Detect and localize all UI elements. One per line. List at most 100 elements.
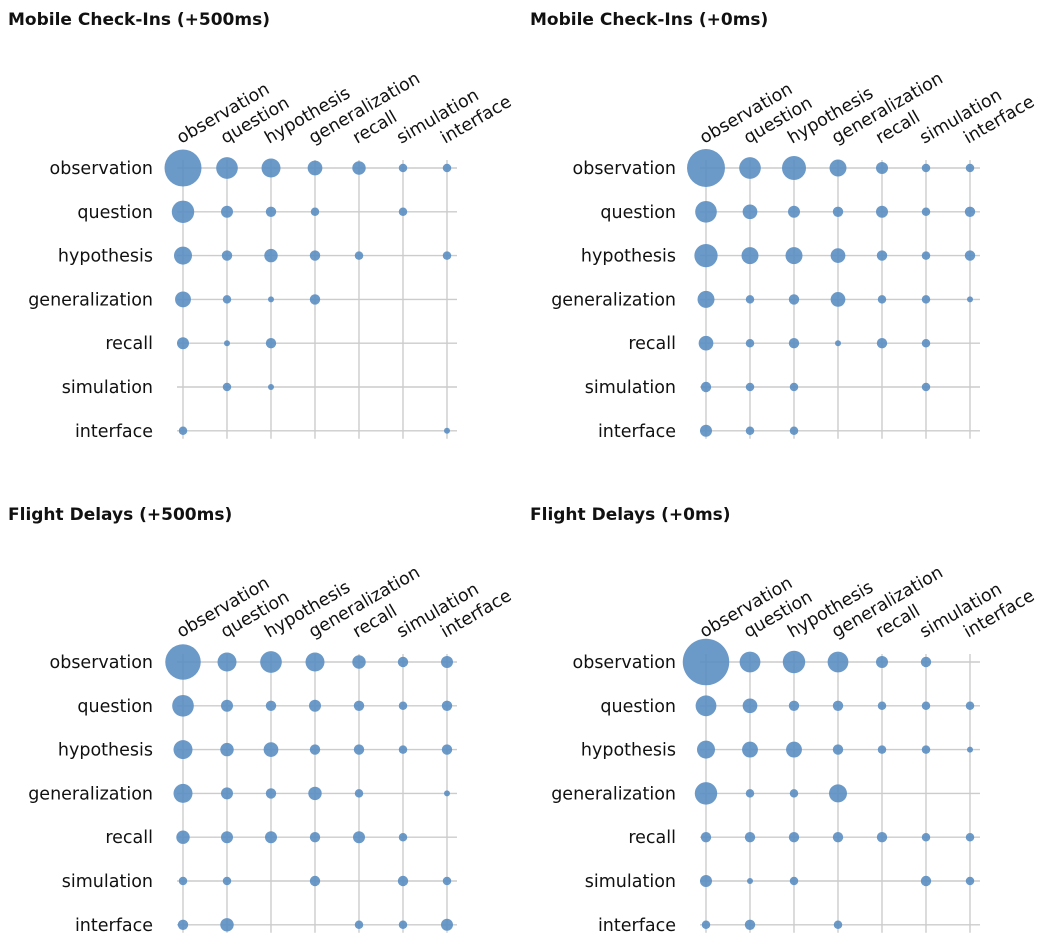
row-label-recall: recall: [105, 334, 153, 354]
bubble-question-simulation: [398, 207, 408, 217]
bubble-generalization-generalization: [830, 292, 846, 307]
bubble-question-observation: [695, 200, 717, 223]
bubble-generalization-hypothesis: [268, 296, 274, 303]
bubble-observation-observation: [165, 644, 201, 680]
bubble-observation-interface: [442, 163, 452, 173]
bubble-generalization-recall: [354, 789, 364, 798]
bubble-hypothesis-interface: [964, 250, 976, 261]
bubble-hypothesis-interface: [441, 744, 453, 755]
bubble-question-hypothesis: [265, 206, 277, 217]
bubble-recall-recall: [876, 338, 888, 349]
bubble-question-recall: [876, 205, 888, 218]
bubble-recall-question: [224, 340, 230, 347]
row-label-interface: interface: [598, 422, 676, 442]
bubble-recall-recall: [353, 831, 365, 844]
bubble-observation-question: [739, 157, 761, 179]
bubble-observation-generalization: [829, 159, 847, 177]
bubble-generalization-recall: [877, 295, 887, 304]
chart-panel-3: Flight Delays (+0ms) observation question h…: [530, 505, 1038, 936]
bubble-simulation-simulation: [397, 875, 409, 887]
bubble-interface-interface: [441, 918, 453, 931]
bubble-observation-hypothesis: [261, 158, 281, 178]
row-label-question: question: [600, 203, 676, 223]
bubble-hypothesis-interface: [442, 251, 452, 260]
bubble-generalization-generalization: [829, 784, 847, 803]
bubble-generalization-hypothesis: [265, 788, 277, 799]
bubble-observation-hypothesis: [782, 156, 806, 180]
bubble-simulation-simulation: [921, 382, 931, 392]
bubble-generalization-interface: [444, 790, 450, 797]
bubble-simulation-hypothesis: [789, 876, 799, 886]
bubble-hypothesis-recall: [877, 745, 887, 754]
bubble-recall-hypothesis: [265, 338, 277, 349]
chart-title: Flight Delays (+0ms): [530, 505, 731, 525]
bubble-generalization-generalization: [309, 294, 321, 305]
bubble-simulation-hypothesis: [789, 382, 799, 392]
row-label-hypothesis: hypothesis: [581, 247, 676, 267]
bubble-recall-observation: [698, 335, 714, 351]
row-label-hypothesis: hypothesis: [58, 741, 153, 761]
bubble-observation-generalization: [307, 160, 323, 176]
bubble-question-question: [221, 205, 233, 218]
row-label-simulation: simulation: [62, 378, 153, 398]
bubble-question-recall: [353, 700, 365, 711]
row-label-question: question: [77, 697, 153, 717]
bubble-simulation-interface: [965, 876, 975, 886]
bubble-question-hypothesis: [265, 700, 277, 711]
bubble-hypothesis-observation: [174, 246, 192, 265]
bubble-observation-generalization: [827, 651, 849, 673]
bubble-generalization-question: [221, 787, 233, 800]
bubble-generalization-observation: [697, 290, 715, 308]
bubble-hypothesis-question: [220, 742, 234, 757]
bubble-question-observation: [172, 694, 194, 717]
bubble-observation-recall: [352, 655, 366, 669]
bubble-recall-question: [745, 338, 755, 348]
bubble-observation-interface: [965, 163, 975, 173]
bubble-recall-hypothesis: [788, 832, 800, 843]
bubble-hypothesis-hypothesis: [263, 742, 279, 757]
bubble-question-hypothesis: [788, 700, 800, 711]
bubble-observation-question: [216, 157, 238, 179]
bubble-generalization-observation: [173, 783, 193, 803]
row-label-observation: observation: [573, 159, 677, 179]
bubble-observation-observation: [164, 149, 202, 187]
bubble-interface-question: [745, 426, 755, 436]
bubble-generalization-observation: [175, 291, 191, 308]
bubble-generalization-question: [222, 295, 232, 304]
bubble-generalization-hypothesis: [789, 789, 799, 798]
bubble-simulation-question: [222, 382, 232, 392]
bubble-recall-simulation: [921, 832, 931, 842]
bubble-question-simulation: [921, 207, 931, 217]
row-label-recall: recall: [105, 828, 153, 848]
bubble-hypothesis-question: [221, 250, 233, 261]
bubble-observation-simulation: [920, 656, 932, 668]
bubble-question-recall: [877, 701, 887, 711]
row-label-generalization: generalization: [551, 290, 676, 310]
bubble-simulation-observation: [178, 876, 188, 886]
bubble-observation-hypothesis: [782, 650, 806, 674]
bubble-observation-recall: [876, 656, 888, 668]
bubble-hypothesis-hypothesis: [785, 247, 803, 265]
bubble-generalization-simulation: [921, 295, 931, 304]
bubble-hypothesis-simulation: [398, 745, 408, 754]
bubble-generalization-observation: [694, 782, 718, 805]
bubble-observation-simulation: [398, 163, 408, 173]
bubble-observation-observation: [682, 638, 730, 686]
bubble-hypothesis-generalization: [309, 744, 321, 755]
bubble-hypothesis-simulation: [921, 745, 931, 754]
row-label-question: question: [600, 697, 676, 717]
bubble-hypothesis-observation: [694, 243, 718, 268]
chart-panel-0: Mobile Check-Ins (+500ms) observation ques…: [8, 10, 515, 442]
bubble-generalization-generalization: [308, 786, 322, 801]
row-label-generalization: generalization: [28, 784, 153, 804]
bubble-recall-simulation: [921, 338, 931, 348]
bubble-recall-interface: [965, 832, 975, 842]
bubble-question-generalization: [832, 700, 844, 711]
bubble-question-generalization: [832, 206, 844, 217]
row-label-interface: interface: [75, 422, 153, 442]
bubble-observation-recall: [352, 161, 366, 175]
bubble-question-hypothesis: [788, 205, 800, 218]
chart-panel-2: Flight Delays (+500ms) observation questio…: [8, 505, 515, 936]
bubble-recall-hypothesis: [265, 831, 277, 844]
